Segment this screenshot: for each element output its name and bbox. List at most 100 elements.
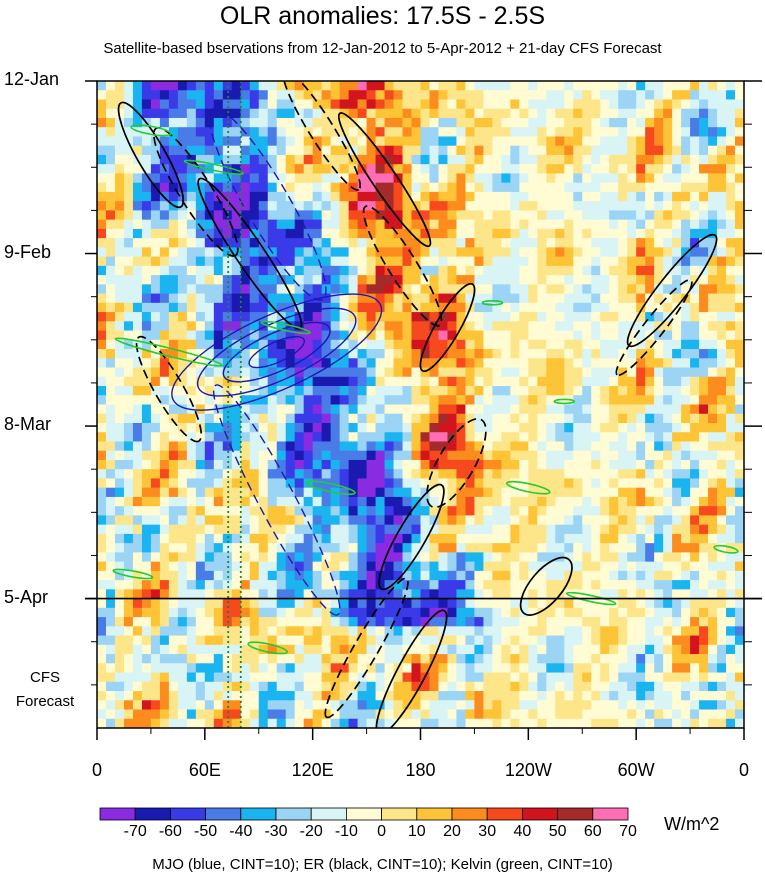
olr-cell (366, 154, 377, 165)
olr-cell (573, 117, 583, 128)
olr-cell (366, 691, 377, 701)
olr-cell (519, 265, 529, 276)
olr-cell (240, 524, 251, 535)
olr-cell (438, 191, 449, 202)
olr-cell (537, 607, 547, 618)
olr-cell (249, 182, 260, 193)
olr-cell (357, 358, 368, 369)
olr-cell (717, 90, 727, 101)
olr-cell (690, 339, 700, 350)
olr-cell (168, 543, 179, 553)
olr-cell (627, 265, 637, 276)
olr-cell (240, 691, 251, 701)
olr-cell (528, 543, 538, 553)
olr-cell (618, 117, 628, 128)
olr-cell (618, 228, 628, 239)
olr-cell (366, 145, 377, 156)
olr-cell (348, 90, 359, 101)
olr-cell (537, 293, 547, 304)
olr-cell (150, 413, 161, 424)
olr-cell (699, 681, 709, 692)
olr-cell (510, 469, 520, 480)
olr-cell (510, 487, 520, 498)
olr-cell (483, 709, 493, 720)
olr-cell (447, 256, 458, 267)
olr-cell (456, 681, 467, 692)
olr-cell (690, 524, 700, 535)
olr-cell (699, 543, 709, 553)
olr-cell (357, 330, 368, 341)
olr-cell (492, 607, 502, 618)
olr-cell (429, 607, 440, 618)
olr-cell (114, 238, 125, 248)
olr-cell (600, 349, 610, 359)
olr-cell (303, 607, 314, 618)
olr-cell (123, 413, 134, 424)
olr-cell (294, 524, 305, 535)
olr-cell (690, 598, 700, 609)
olr-cell (528, 210, 538, 221)
olr-cell (195, 691, 206, 701)
olr-cell (600, 524, 610, 535)
olr-cell (249, 302, 260, 313)
olr-cell (222, 395, 233, 406)
olr-cell (690, 533, 700, 544)
olr-cell (411, 395, 422, 406)
olr-cell (564, 265, 574, 276)
olr-cell (537, 302, 547, 313)
olr-cell (123, 108, 134, 119)
olr-cell (267, 617, 278, 627)
olr-cell (294, 275, 305, 285)
olr-cell (375, 700, 386, 711)
olr-cell (222, 339, 233, 350)
olr-cell (258, 450, 269, 461)
olr-cell (456, 358, 467, 369)
olr-cell (582, 154, 592, 165)
olr-cell (654, 136, 664, 147)
olr-cell (375, 543, 386, 553)
olr-cell (636, 432, 646, 443)
olr-cell (132, 672, 143, 683)
olr-cell (213, 441, 224, 452)
olr-cell (501, 182, 511, 193)
olr-cell (177, 228, 188, 239)
olr-cell (231, 524, 242, 535)
olr-cell (285, 302, 296, 313)
olr-cell (429, 413, 440, 424)
olr-cell (546, 191, 556, 202)
olr-cell (330, 589, 341, 600)
olr-cell (564, 191, 574, 202)
olr-cell (105, 247, 116, 258)
olr-cell (231, 358, 242, 369)
olr-cell (366, 293, 377, 304)
olr-cell (321, 700, 332, 711)
olr-cell (726, 182, 736, 193)
olr-cell (303, 312, 314, 322)
olr-cell (132, 330, 143, 341)
olr-cell (285, 561, 296, 572)
olr-cell (663, 367, 673, 378)
olr-cell (618, 561, 628, 572)
olr-cell (564, 496, 574, 507)
olr-cell (492, 441, 502, 452)
olr-cell (501, 127, 511, 138)
olr-cell (447, 469, 458, 480)
olr-cell (222, 524, 233, 535)
olr-cell (717, 404, 727, 415)
olr-cell (195, 99, 206, 110)
olr-cell (528, 413, 538, 424)
olr-cell (681, 117, 691, 128)
olr-cell (537, 284, 547, 295)
olr-cell (303, 293, 314, 304)
olr-cell (492, 404, 502, 415)
olr-cell (510, 524, 520, 535)
olr-cell (195, 81, 206, 91)
olr-cell (204, 154, 215, 165)
olr-cell (97, 201, 107, 211)
olr-cell (375, 469, 386, 480)
olr-cell (537, 201, 547, 211)
olr-cell (456, 275, 467, 285)
olr-cell (645, 543, 655, 553)
olr-cell (366, 275, 377, 285)
olr-cell (114, 293, 125, 304)
